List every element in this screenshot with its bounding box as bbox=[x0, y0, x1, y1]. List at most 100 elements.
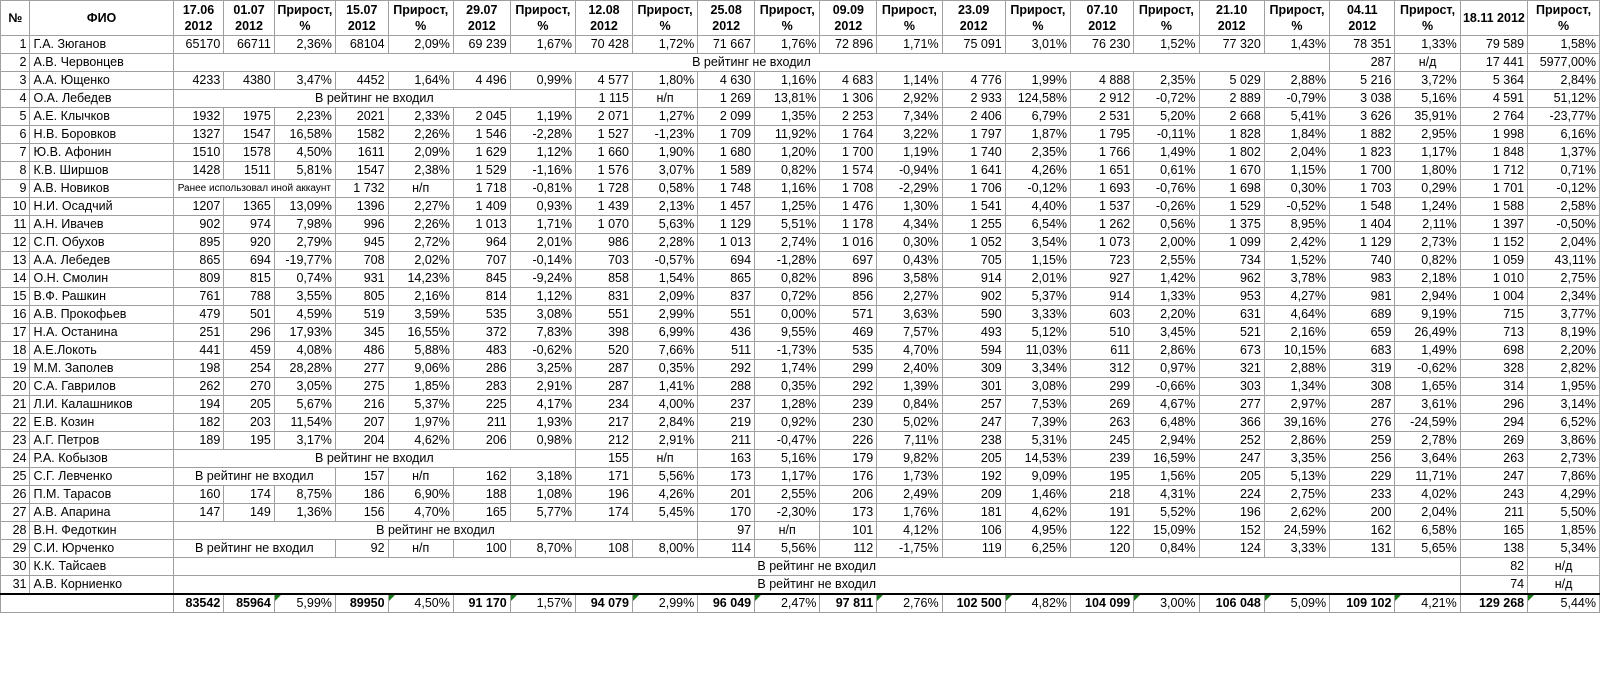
data-cell[interactable]: -0,11% bbox=[1133, 125, 1200, 144]
data-cell[interactable]: 251 bbox=[172, 323, 225, 342]
data-cell[interactable]: 1 740 bbox=[941, 143, 1006, 162]
row-number[interactable]: 11 bbox=[0, 215, 31, 234]
data-cell[interactable]: 0,99% bbox=[509, 71, 577, 90]
data-cell[interactable]: 1,15% bbox=[1263, 161, 1331, 180]
data-cell[interactable]: 2,91% bbox=[631, 431, 699, 450]
data-cell[interactable]: 4,08% bbox=[273, 341, 336, 360]
data-cell[interactable]: 1 706 bbox=[941, 179, 1006, 198]
data-cell[interactable]: -19,77% bbox=[273, 251, 336, 270]
data-cell[interactable]: 683 bbox=[1329, 341, 1396, 360]
data-cell[interactable]: 11,03% bbox=[1004, 341, 1072, 360]
data-cell[interactable]: -0,52% bbox=[1263, 197, 1331, 216]
data-cell[interactable]: 4,62% bbox=[1004, 503, 1072, 522]
data-cell[interactable]: 4,34% bbox=[876, 215, 943, 234]
data-cell[interactable]: 5,63% bbox=[631, 215, 699, 234]
data-cell[interactable]: 2,28% bbox=[631, 233, 699, 252]
data-cell[interactable]: 5,52% bbox=[1133, 503, 1200, 522]
data-cell[interactable]: -0,94% bbox=[876, 161, 943, 180]
data-cell[interactable]: 14,23% bbox=[387, 269, 454, 288]
row-number[interactable]: 28 bbox=[0, 521, 31, 540]
data-cell[interactable]: 6,16% bbox=[1527, 125, 1600, 144]
data-cell[interactable]: 1,39% bbox=[876, 377, 943, 396]
data-cell[interactable]: 1510 bbox=[172, 143, 225, 162]
data-cell[interactable]: 4,70% bbox=[387, 503, 454, 522]
data-cell[interactable]: 16,58% bbox=[273, 125, 336, 144]
person-name[interactable]: Е.В. Козин bbox=[29, 413, 174, 432]
data-cell[interactable]: 2,34% bbox=[1527, 287, 1600, 306]
data-cell[interactable]: 723 bbox=[1070, 251, 1135, 270]
data-cell[interactable]: 1 527 bbox=[575, 125, 633, 144]
data-cell[interactable]: 603 bbox=[1070, 305, 1135, 324]
data-cell[interactable]: 611 bbox=[1070, 341, 1135, 360]
data-cell[interactable]: 5,34% bbox=[1527, 539, 1600, 558]
data-cell[interactable]: 198 bbox=[172, 359, 225, 378]
data-cell[interactable]: 1 732 bbox=[334, 179, 389, 198]
data-cell[interactable]: 2,49% bbox=[876, 485, 943, 504]
person-name[interactable]: Н.И. Осадчий bbox=[29, 197, 174, 216]
total-cell[interactable]: 4,50% bbox=[387, 593, 454, 613]
data-cell[interactable]: 1547 bbox=[334, 161, 389, 180]
data-cell[interactable]: 1,17% bbox=[754, 467, 821, 486]
data-cell[interactable]: 230 bbox=[819, 413, 878, 432]
person-name[interactable]: Н.А. Останина bbox=[29, 323, 174, 342]
data-cell[interactable]: 814 bbox=[452, 287, 511, 306]
data-cell[interactable]: 983 bbox=[1329, 269, 1396, 288]
total-cell[interactable]: 1,57% bbox=[509, 593, 577, 613]
data-cell[interactable]: 106 bbox=[941, 521, 1006, 540]
data-cell[interactable]: 1 016 bbox=[819, 233, 878, 252]
data-cell[interactable]: 1 795 bbox=[1070, 125, 1135, 144]
data-cell[interactable]: 256 bbox=[1329, 449, 1396, 468]
data-cell[interactable]: 1 099 bbox=[1198, 233, 1265, 252]
column-header[interactable]: 18.11 2012 bbox=[1459, 0, 1529, 36]
data-cell[interactable]: 2 764 bbox=[1459, 107, 1529, 126]
column-header[interactable]: Прирост, % bbox=[631, 0, 699, 36]
data-cell[interactable]: 206 bbox=[819, 485, 878, 504]
data-cell[interactable]: 263 bbox=[1070, 413, 1135, 432]
data-cell[interactable]: -0,72% bbox=[1133, 89, 1200, 108]
data-cell[interactable]: 856 bbox=[819, 287, 878, 306]
data-cell[interactable]: 8,19% bbox=[1527, 323, 1600, 342]
data-cell[interactable]: 5,81% bbox=[273, 161, 336, 180]
data-cell[interactable]: 1,35% bbox=[754, 107, 821, 126]
data-cell[interactable]: 1,12% bbox=[509, 143, 577, 162]
data-cell[interactable]: 5,56% bbox=[754, 539, 821, 558]
data-cell[interactable]: 124 bbox=[1198, 539, 1265, 558]
data-cell[interactable]: 713 bbox=[1459, 323, 1529, 342]
data-cell[interactable]: 7,57% bbox=[876, 323, 943, 342]
data-cell[interactable]: 1,34% bbox=[1263, 377, 1331, 396]
data-cell[interactable]: 2,40% bbox=[876, 359, 943, 378]
data-cell[interactable]: 211 bbox=[697, 431, 756, 450]
data-cell[interactable]: -0,14% bbox=[509, 251, 577, 270]
data-cell[interactable]: 205 bbox=[223, 395, 275, 414]
data-cell[interactable]: 192 bbox=[941, 467, 1006, 486]
data-cell[interactable]: 79 589 bbox=[1459, 35, 1529, 54]
row-number[interactable]: 7 bbox=[0, 143, 31, 162]
data-cell[interactable]: 2,62% bbox=[1263, 503, 1331, 522]
row-number[interactable]: 3 bbox=[0, 71, 31, 90]
data-cell[interactable]: 162 bbox=[452, 467, 511, 486]
data-cell[interactable]: 2,35% bbox=[1133, 71, 1200, 90]
data-cell[interactable]: 212 bbox=[575, 431, 633, 450]
data-cell[interactable]: 3,55% bbox=[273, 287, 336, 306]
column-header[interactable]: 29.07 2012 bbox=[452, 0, 511, 36]
data-cell[interactable]: 6,48% bbox=[1133, 413, 1200, 432]
data-cell[interactable]: 2,20% bbox=[1527, 341, 1600, 360]
column-header[interactable]: ФИО bbox=[29, 0, 174, 36]
data-cell[interactable]: 243 bbox=[1459, 485, 1529, 504]
data-cell[interactable]: 287 bbox=[1329, 395, 1396, 414]
data-cell[interactable]: 5,12% bbox=[1004, 323, 1072, 342]
data-cell[interactable]: 945 bbox=[334, 233, 389, 252]
data-cell[interactable]: 2,97% bbox=[1263, 395, 1331, 414]
row-number[interactable]: 22 bbox=[0, 413, 31, 432]
not-in-rating-note[interactable]: В рейтинг не входил bbox=[172, 53, 1331, 72]
data-cell[interactable]: 1 262 bbox=[1070, 215, 1135, 234]
data-cell[interactable]: 211 bbox=[452, 413, 511, 432]
data-cell[interactable]: 1611 bbox=[334, 143, 389, 162]
data-cell[interactable]: 3,01% bbox=[1004, 35, 1072, 54]
data-cell[interactable]: 2,00% bbox=[1133, 233, 1200, 252]
data-cell[interactable]: 1396 bbox=[334, 197, 389, 216]
data-cell[interactable]: 520 bbox=[575, 341, 633, 360]
data-cell[interactable]: 4,17% bbox=[509, 395, 577, 414]
data-cell[interactable]: 28,28% bbox=[273, 359, 336, 378]
data-cell[interactable]: 902 bbox=[172, 215, 225, 234]
